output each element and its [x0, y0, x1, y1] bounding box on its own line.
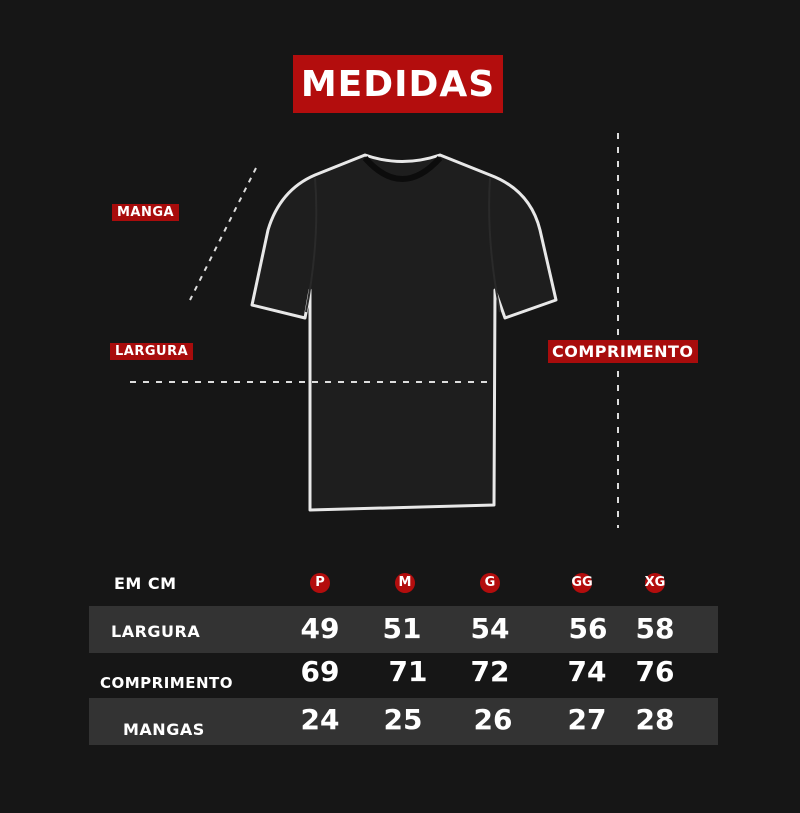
- cell-value: 74: [567, 655, 607, 688]
- row-label: MANGAS: [123, 720, 205, 739]
- row-label: COMPRIMENTO: [100, 674, 234, 692]
- cell-value: 49: [300, 612, 340, 645]
- cell-value: 58: [635, 612, 675, 645]
- page-title: MEDIDAS: [293, 55, 503, 113]
- size-m: M: [390, 572, 420, 594]
- cell-value: 28: [635, 703, 675, 736]
- tshirt-shape: [250, 153, 558, 512]
- cell-value: 71: [388, 655, 428, 688]
- cell-value: 26: [473, 703, 513, 736]
- largura-label: LARGURA: [110, 343, 194, 360]
- cell-value: 24: [300, 703, 340, 736]
- cell-value: 69: [300, 655, 340, 688]
- size-xg: XG: [640, 572, 670, 594]
- size-g: G: [475, 572, 505, 594]
- manga-label: MANGA: [112, 204, 180, 221]
- cell-value: 51: [382, 612, 422, 645]
- size-p: P: [305, 572, 335, 594]
- table-row: [89, 606, 718, 653]
- cell-value: 27: [567, 703, 607, 736]
- unit-label: EM CM: [114, 574, 177, 593]
- table-row: [89, 698, 718, 745]
- sleeve-dashed-line: [189, 167, 257, 301]
- row-label: LARGURA: [111, 622, 201, 641]
- cell-value: 76: [635, 655, 675, 688]
- cell-value: 54: [470, 612, 510, 645]
- cell-value: 25: [383, 703, 423, 736]
- comprimento-label: COMPRIMENTO: [548, 340, 698, 363]
- cell-value: 72: [470, 655, 510, 688]
- size-gg: GG: [567, 572, 597, 594]
- cell-value: 56: [568, 612, 608, 645]
